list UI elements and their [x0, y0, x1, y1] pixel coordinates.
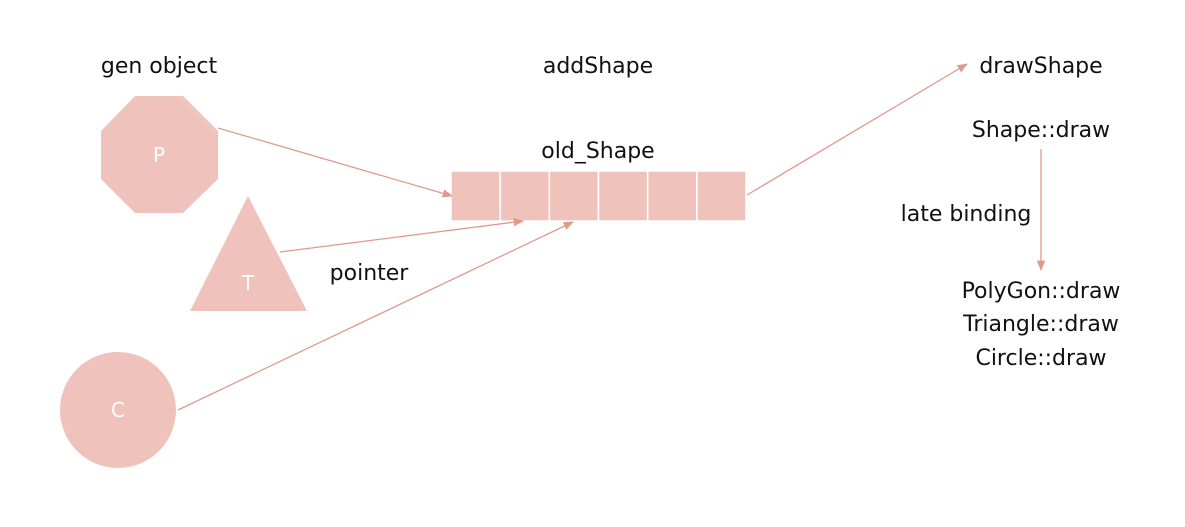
- late-binding-label: late binding: [901, 202, 1032, 227]
- pointer-label: pointer: [330, 261, 410, 286]
- polygon-shape: P: [101, 96, 218, 213]
- old-shape-label: old_Shape: [541, 139, 654, 164]
- array-cell: [597, 170, 649, 222]
- array-cell: [450, 170, 501, 222]
- shape-draw-label: Shape::draw: [972, 118, 1110, 143]
- old-shape-array: [450, 170, 747, 222]
- arrow-circle-to-array: [177, 221, 574, 411]
- circle-letter: C: [111, 398, 125, 422]
- arrow-triangle-to-array: [279, 218, 525, 253]
- triangle-draw-label: Triangle::draw: [962, 312, 1119, 337]
- add-shape-label: addShape: [543, 54, 653, 79]
- array-cell: [646, 170, 698, 222]
- arrow-polygon-to-array: [217, 127, 453, 198]
- array-cell: [499, 170, 551, 222]
- circle-shape: C: [60, 352, 176, 468]
- array-cell: [548, 170, 600, 222]
- arrow-array-to-drawshape: [746, 63, 968, 196]
- polygon-draw-label: PolyGon::draw: [962, 279, 1121, 304]
- gen-object-label: gen object: [101, 54, 218, 79]
- triangle-letter: T: [241, 271, 255, 295]
- polygon-letter: P: [153, 143, 165, 167]
- draw-shape-label: drawShape: [979, 54, 1102, 79]
- array-cell: [696, 170, 747, 222]
- circle-draw-label: Circle::draw: [975, 346, 1106, 371]
- triangle-shape: T: [190, 196, 307, 311]
